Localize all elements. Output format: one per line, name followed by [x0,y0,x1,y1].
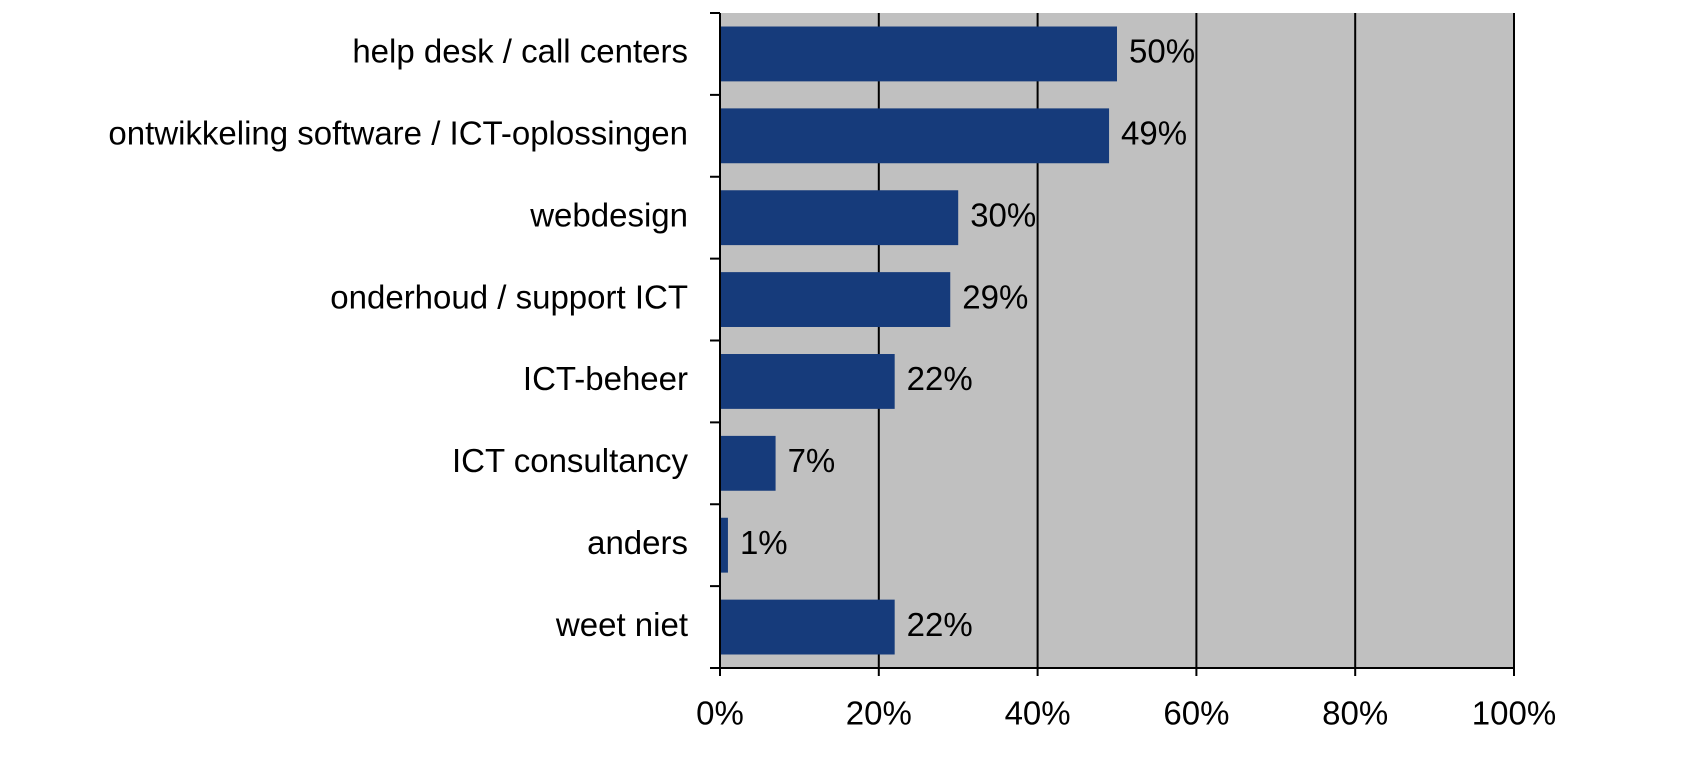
y-tick-label: anders [587,524,688,561]
value-label: 49% [1121,115,1187,152]
bar [720,517,728,573]
bar [720,190,959,246]
bar [720,108,1110,164]
y-tick-label: ontwikkeling software / ICT-oplossingen [108,115,688,152]
value-label: 22% [907,360,973,397]
bar [720,272,951,327]
bar [720,599,895,655]
value-label: 29% [962,278,1028,315]
y-tick-label: ICT consultancy [452,442,688,479]
x-tick-label: 60% [1163,695,1229,732]
x-tick-label: 80% [1322,695,1388,732]
x-tick-label: 100% [1472,695,1556,732]
y-tick-label: onderhoud / support ICT [330,278,688,315]
value-label: 1% [740,524,788,561]
value-label: 30% [970,196,1036,233]
y-tick-label: webdesign [529,196,688,233]
x-tick-label: 20% [846,695,912,732]
bar [720,26,1117,82]
value-label: 7% [788,442,836,479]
value-label: 50% [1129,33,1195,70]
value-label: 22% [907,606,973,643]
y-tick-label: help desk / call centers [352,33,688,70]
x-tick-label: 40% [1005,695,1071,732]
y-tick-label: weet niet [555,606,688,643]
bar [720,435,776,491]
y-tick-label: ICT-beheer [523,360,688,397]
x-tick-label: 0% [696,695,744,732]
bar [720,354,895,409]
